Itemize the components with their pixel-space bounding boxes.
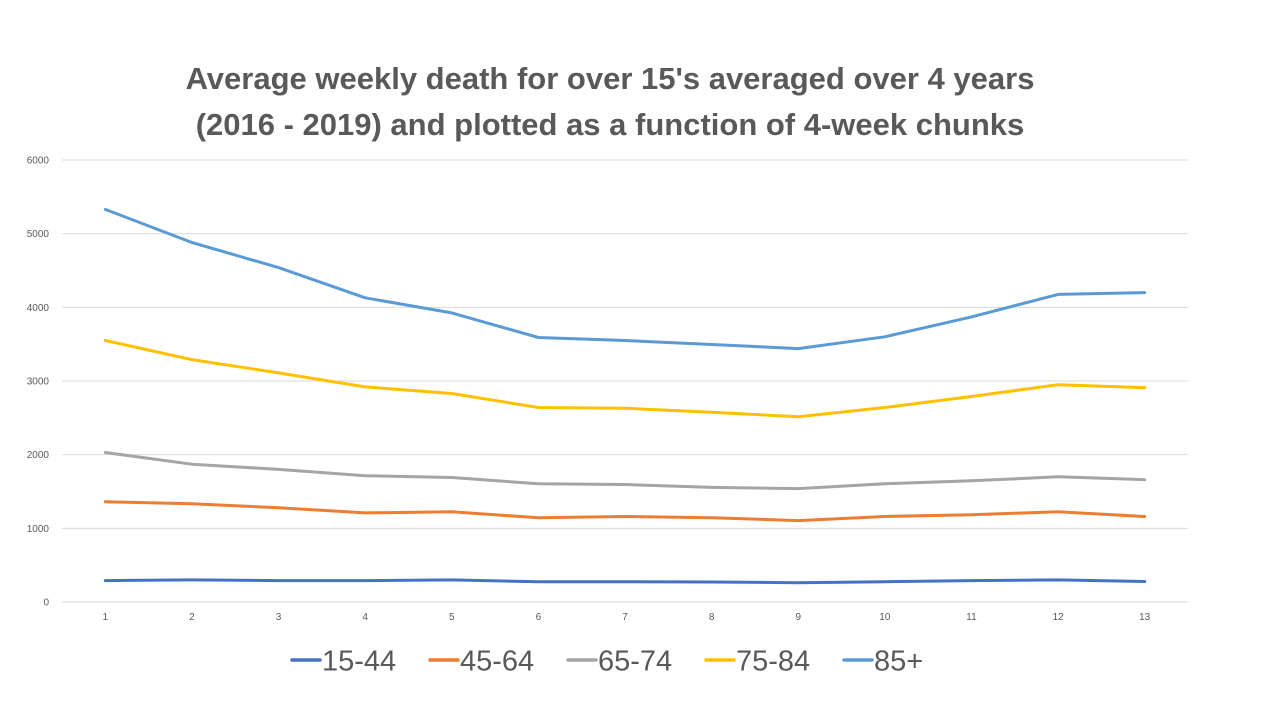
chart-title-line-2: (2016 - 2019) and plotted as a function … xyxy=(195,107,1025,142)
series-line-85+ xyxy=(103,207,1147,351)
y-tick-label: 4000 xyxy=(27,303,50,314)
series-line-75-84 xyxy=(103,339,1147,419)
x-tick-label: 1 xyxy=(103,612,109,623)
y-tick-label: 5000 xyxy=(27,229,50,240)
x-tick-label: 7 xyxy=(622,612,628,623)
legend-label: 45-64 xyxy=(460,646,534,678)
y-axis-ticks: 0 1000 2000 3000 4000 5000 6000 xyxy=(27,156,50,609)
x-tick-label: 3 xyxy=(276,612,282,623)
y-tick-label: 2000 xyxy=(27,450,50,461)
legend-label: 85+ xyxy=(874,646,923,678)
gridlines xyxy=(62,159,1188,603)
y-tick-label: 1000 xyxy=(27,524,50,535)
legend-label: 75-84 xyxy=(736,646,810,678)
x-tick-label: 4 xyxy=(362,612,368,623)
legend-label: 65-74 xyxy=(598,646,672,678)
y-tick-label: 6000 xyxy=(27,156,50,167)
legend-label: 15-44 xyxy=(322,646,396,678)
x-tick-label: 6 xyxy=(536,612,542,623)
series-lines xyxy=(103,207,1147,585)
legend: 15-44 45-64 65-74 75-84 85+ xyxy=(290,646,923,678)
series-line-45-64 xyxy=(103,500,1147,523)
y-tick-label: 0 xyxy=(43,598,49,609)
x-tick-label: 2 xyxy=(189,612,195,623)
series-line-15-44 xyxy=(103,578,1147,585)
chart-title: Average weekly death for over 15's avera… xyxy=(110,56,1110,148)
y-tick-label: 3000 xyxy=(27,377,50,388)
x-tick-label: 11 xyxy=(966,612,977,623)
x-tick-label: 5 xyxy=(449,612,455,623)
series-line-65-74 xyxy=(103,451,1147,491)
x-tick-label: 8 xyxy=(709,612,715,623)
x-tick-label: 13 xyxy=(1139,612,1151,623)
x-tick-label: 9 xyxy=(795,612,801,623)
x-tick-label: 10 xyxy=(879,612,891,623)
chart-title-line-1: Average weekly death for over 15's avera… xyxy=(185,61,1035,96)
x-tick-label: 12 xyxy=(1053,612,1065,623)
x-axis-ticks: 1 2 3 4 5 6 7 8 9 10 11 12 13 xyxy=(103,612,1151,623)
